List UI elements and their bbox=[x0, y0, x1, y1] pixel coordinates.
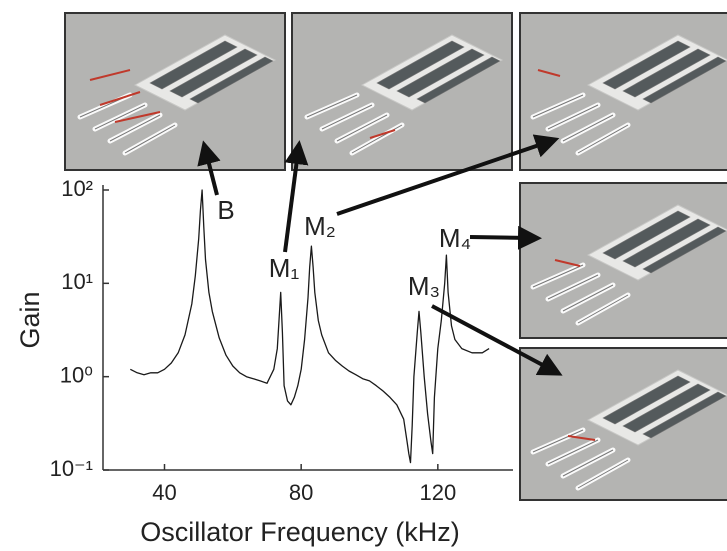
annotation: M₁ bbox=[269, 253, 300, 283]
y-tick-label: 10⁻¹ bbox=[50, 456, 93, 481]
arrow bbox=[197, 140, 221, 196]
x-tick-label: 40 bbox=[152, 480, 176, 505]
arrow bbox=[431, 304, 563, 376]
inset-images bbox=[64, 12, 727, 501]
arrows bbox=[197, 134, 563, 376]
x-tick-label: 80 bbox=[289, 480, 313, 505]
spectrum-line bbox=[130, 189, 490, 464]
arrow bbox=[336, 134, 560, 216]
mode-highlight bbox=[89, 69, 161, 123]
plot: 10² 10¹ 10⁰ 10⁻¹ 40 80 120 bbox=[50, 176, 513, 505]
mode-highlight bbox=[369, 129, 396, 139]
mode-highlight bbox=[554, 259, 581, 267]
arrow bbox=[469, 225, 542, 250]
annotation: B bbox=[217, 195, 234, 225]
annotation: M₃ bbox=[408, 271, 440, 301]
annotation: M₄ bbox=[439, 223, 471, 253]
y-axis-title: Gain bbox=[15, 291, 45, 348]
x-tick-label: 120 bbox=[419, 480, 456, 505]
arrow bbox=[283, 140, 309, 253]
mode-highlight bbox=[537, 69, 561, 77]
y-tick-label: 10² bbox=[61, 176, 93, 201]
mode-highlight bbox=[567, 435, 596, 441]
y-tick-label: 10⁰ bbox=[60, 362, 93, 387]
x-axis-title: Oscillator Frequency (kHz) bbox=[140, 517, 460, 547]
y-tick-label: 10¹ bbox=[61, 269, 93, 294]
annotation: M₂ bbox=[304, 211, 336, 241]
